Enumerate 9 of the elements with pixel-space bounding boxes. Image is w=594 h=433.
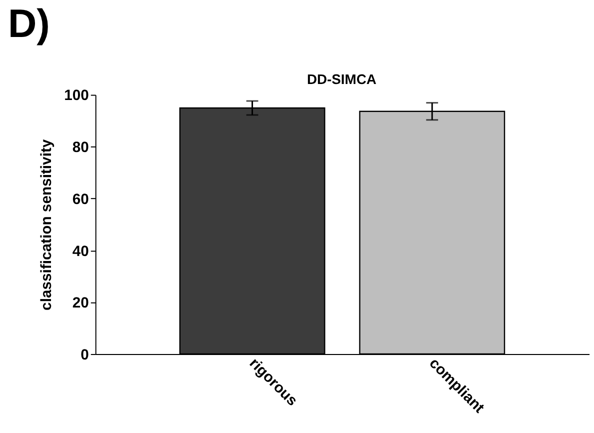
y-tick-label: 40 xyxy=(72,244,89,260)
text: D) xyxy=(8,2,50,46)
y-tick-label: 80 xyxy=(72,140,89,156)
y-tick-label: 100 xyxy=(64,88,89,104)
y-tick-label: 60 xyxy=(72,192,89,208)
y-tick-label: 20 xyxy=(72,296,89,312)
y-axis-title: classification sensitivity xyxy=(39,138,56,310)
y-tick-label: 0 xyxy=(80,347,89,364)
chart-title: DD-SIMCA xyxy=(306,70,376,87)
